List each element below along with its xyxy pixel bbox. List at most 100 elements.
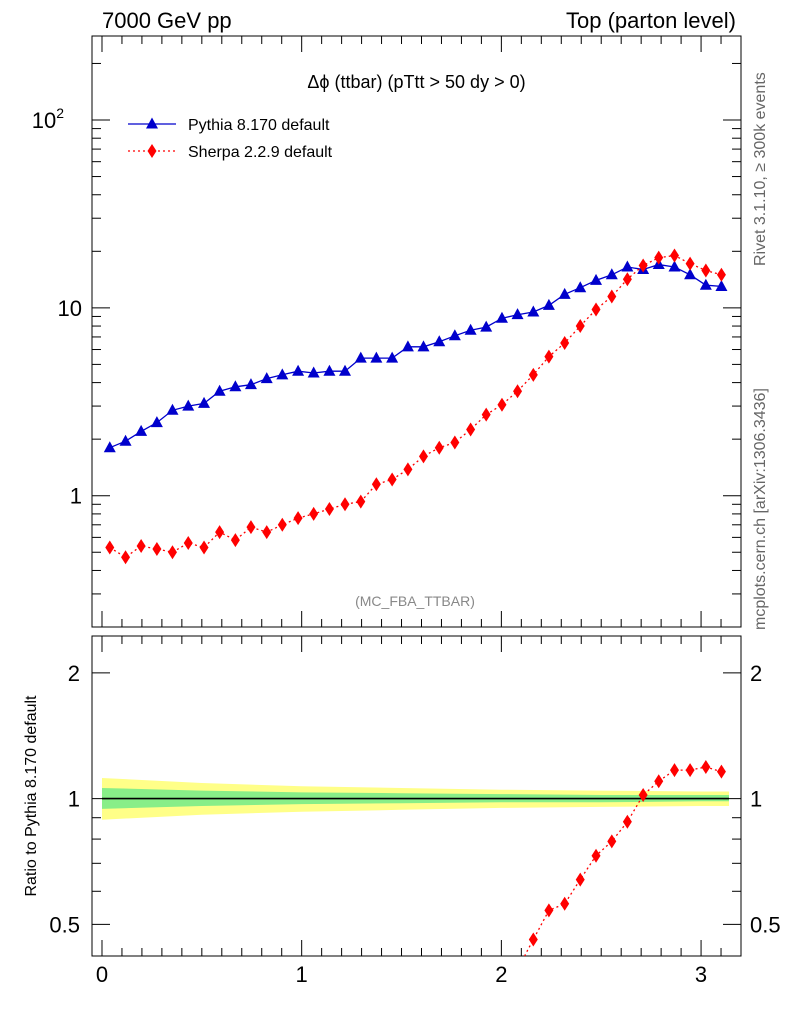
main-series-1-point <box>136 538 146 553</box>
main-series-1-point <box>497 397 507 412</box>
main-series-1-point <box>466 422 476 437</box>
main-series-0-point <box>276 368 289 380</box>
main-series-0-point <box>166 403 179 415</box>
main-series-1-point <box>622 272 632 287</box>
main-series-0-point <box>354 351 367 363</box>
main-series-0-point <box>292 364 305 376</box>
main-series-1-point <box>607 289 617 304</box>
main-series-1-point <box>670 248 680 263</box>
main-series-1-point <box>434 440 444 455</box>
main-series-1-point <box>560 335 570 350</box>
main-series-0-point <box>684 268 697 280</box>
main-series-0-point <box>590 273 603 285</box>
main-series-0-point <box>448 329 461 341</box>
ratio-plot-frame <box>91 635 742 957</box>
ratio-x-tick-label: 3 <box>695 962 707 987</box>
main-series-0-point <box>401 340 414 352</box>
main-series-1-point <box>167 545 177 560</box>
main-series-1-point <box>340 497 350 512</box>
main-series-1-point <box>575 319 585 334</box>
chart-title: Δϕ (ttbar) (pTtt > 50 dy > 0) <box>307 72 525 92</box>
main-series-1-point <box>277 517 287 532</box>
main-series-1-point <box>152 542 162 557</box>
ratio-x-tick-label: 1 <box>296 962 308 987</box>
main-series-0-point <box>119 434 132 446</box>
main-series-1-point <box>356 494 366 509</box>
ratio-y-tick-label-right: 0.5 <box>750 912 781 937</box>
ratio-y-tick-label-right: 1 <box>750 787 762 812</box>
main-series-0-point <box>464 323 477 335</box>
main-series-0-point <box>621 260 634 272</box>
ratio-series-0-point <box>575 872 585 887</box>
main-series-1-point <box>513 384 523 399</box>
main-series-0-point <box>307 366 320 378</box>
main-series-0-point <box>668 260 681 272</box>
main-series-1-point <box>324 501 334 516</box>
main-series-1-point <box>371 477 381 492</box>
main-series-1-point <box>403 462 413 477</box>
main-series-1-point <box>215 525 225 540</box>
main-series-1-line <box>109 254 722 559</box>
legend-marker-0 <box>146 117 158 129</box>
main-series-1-point <box>638 258 648 273</box>
main-series-0-point <box>103 441 116 453</box>
main-y-tick-label: 1 <box>70 484 82 509</box>
ratio-x-tick-label: 0 <box>96 962 108 987</box>
legend-label-1: Sherpa 2.2.9 default <box>188 144 333 161</box>
main-series-0-point <box>182 399 195 411</box>
main-series-0-point <box>260 372 273 384</box>
main-series-0-point <box>386 351 399 363</box>
main-series-0-point <box>198 396 211 408</box>
ratio-series-0-point <box>591 848 601 863</box>
ratio-series-0-point <box>716 764 726 779</box>
main-series-1-point <box>230 533 240 548</box>
main-series-1-point <box>654 250 664 265</box>
main-series-0-point <box>480 320 493 332</box>
main-series-1-point <box>387 472 397 487</box>
main-y-tick-label: 10 <box>58 296 82 321</box>
legend-label-0: Pythia 8.170 default <box>188 117 330 134</box>
ratio-series-0-point <box>607 834 617 849</box>
ratio-series-0-point <box>560 896 570 911</box>
main-series-0-point <box>229 380 242 392</box>
main-series-1-point <box>716 267 726 282</box>
main-series-1-point <box>450 435 460 450</box>
main-series-0-point <box>605 268 618 280</box>
main-series-1-point <box>418 449 428 464</box>
analysis-annotation: (MC_FBA_TTBAR) <box>355 593 475 609</box>
main-series-0-line <box>109 263 722 449</box>
main-series-1-point <box>528 367 538 382</box>
main-series-1-point <box>183 536 193 551</box>
ratio-series-0-point <box>701 760 711 775</box>
ratio-y-tick-label-right: 2 <box>750 661 762 686</box>
main-series-1-point <box>199 540 209 555</box>
main-series-0-point <box>527 305 540 317</box>
ratio-series-0-point <box>654 774 664 789</box>
main-series-1-point <box>685 256 695 271</box>
main-series-1-point <box>591 302 601 317</box>
main-y-tick-label: 102 <box>32 105 64 133</box>
main-series-0-point <box>511 308 524 320</box>
main-series-1-point <box>246 520 256 535</box>
header-energy-label: 7000 GeV pp <box>102 8 232 33</box>
ratio-series-0-point <box>670 763 680 778</box>
ratio-y-tick-label: 0.5 <box>49 912 80 937</box>
ratio-series-0-point <box>685 763 695 778</box>
main-plot-frame <box>91 35 742 628</box>
ratio-x-tick-label: 2 <box>495 962 507 987</box>
main-series-0-point <box>244 378 257 390</box>
main-series-0-point <box>370 351 383 363</box>
main-series-0-point <box>542 298 555 310</box>
main-series-1-point <box>293 511 303 526</box>
main-series-1-point <box>105 540 115 555</box>
ratio-series-0-point <box>528 932 538 947</box>
main-series-0-point <box>213 384 226 396</box>
main-series-0-point <box>715 279 728 291</box>
ratio-series-0-point <box>622 814 632 829</box>
main-series-1-point <box>701 263 711 278</box>
main-series-0-point <box>323 364 336 376</box>
ratio-series-0-point <box>638 788 648 803</box>
main-series-0-point <box>135 424 148 436</box>
main-series-1-point <box>262 525 272 540</box>
header-process-label: Top (parton level) <box>566 8 736 33</box>
